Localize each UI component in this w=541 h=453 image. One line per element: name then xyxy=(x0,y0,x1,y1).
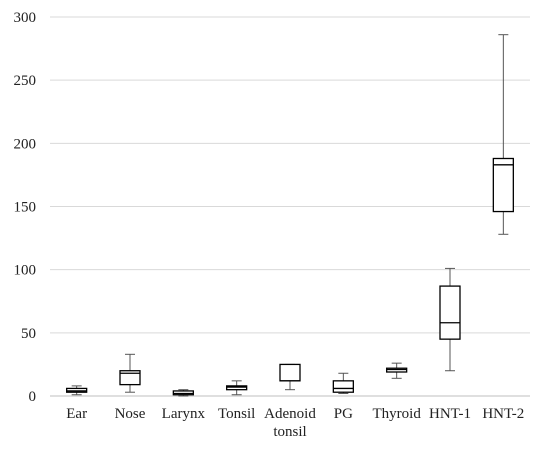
x-tick-label: PG xyxy=(334,406,353,422)
x-tick-label: Nose xyxy=(115,406,146,422)
y-tick-label: 100 xyxy=(14,263,37,279)
box-3 xyxy=(226,380,248,396)
box-7 xyxy=(439,267,461,372)
x-tick-label: HNT-1 xyxy=(429,406,471,422)
y-tick-label: 250 xyxy=(14,73,37,89)
box-8 xyxy=(492,34,514,235)
box-5 xyxy=(332,372,354,394)
box-iqr xyxy=(332,380,354,393)
box-iqr xyxy=(492,157,514,213)
y-tick-label: 200 xyxy=(14,136,37,152)
box-2 xyxy=(172,389,194,397)
box-iqr xyxy=(439,285,461,340)
x-tick-label: Adenoid tonsil xyxy=(264,406,316,440)
box-iqr xyxy=(279,363,301,382)
x-axis-tick-labels: Ear Nose Larynx Tonsil Adenoid tonsil PG Thyroi… xyxy=(66,406,524,440)
x-tick-label: HNT-2 xyxy=(482,406,524,422)
y-axis-tick-labels: 0 50 100 150 200 250 300 xyxy=(14,10,37,405)
y-tick-label: 150 xyxy=(14,200,37,216)
box-1 xyxy=(119,353,141,393)
x-tick-label: Tonsil xyxy=(218,406,255,422)
y-tick-label: 300 xyxy=(14,10,37,26)
box-6 xyxy=(386,362,408,379)
y-tick-label: 0 xyxy=(29,389,37,405)
box-0 xyxy=(66,385,88,396)
x-tick-label: Thyroid xyxy=(373,406,422,422)
box-4 xyxy=(279,363,301,391)
y-tick-label: 50 xyxy=(21,326,36,342)
x-tick-label: Ear xyxy=(66,406,87,422)
box-iqr xyxy=(119,370,141,386)
x-tick-label: Larynx xyxy=(162,406,206,422)
box-series xyxy=(66,34,514,397)
